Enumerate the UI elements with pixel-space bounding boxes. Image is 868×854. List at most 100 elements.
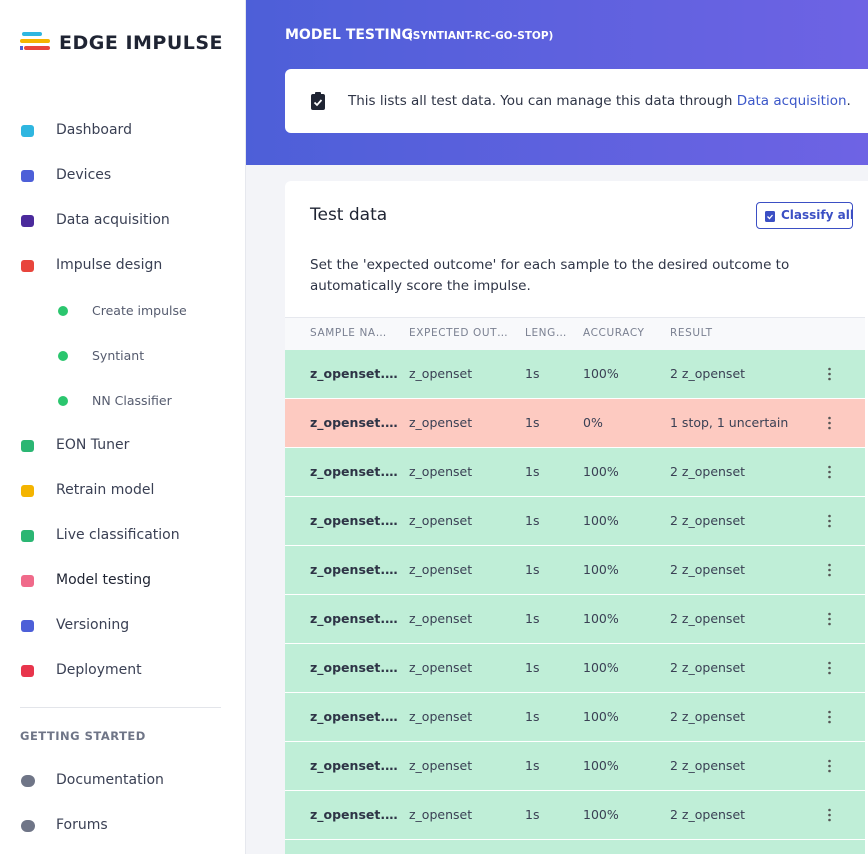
nav-item[interactable]: EON Tuner <box>56 437 130 453</box>
table-cell: 100% <box>583 366 619 381</box>
row-menu[interactable] <box>828 807 831 822</box>
table-cell: z_openset.… <box>310 464 398 479</box>
notice: This lists all test data. You can manage… <box>348 93 851 109</box>
table-row <box>285 399 865 447</box>
main: MODEL TESTING (SYNTIANT-RC-GO-STOP) This… <box>246 0 868 854</box>
table-cell: z_openset.… <box>310 366 398 381</box>
nav-item[interactable]: Dashboard <box>56 122 132 138</box>
column-header[interactable]: LENG… <box>525 327 567 339</box>
column-header[interactable]: EXPECTED OUT… <box>409 327 509 339</box>
menu-dots <box>828 710 831 724</box>
column-header[interactable]: RESULT <box>670 327 713 339</box>
table-cell: 100% <box>583 464 619 479</box>
row-menu[interactable] <box>828 366 831 381</box>
nav-item[interactable]: Live classification <box>56 527 180 543</box>
status-dot <box>58 396 68 406</box>
status-dot <box>58 351 68 361</box>
nav-item[interactable]: Model testing <box>56 572 152 588</box>
nav-link[interactable]: Forums <box>56 817 108 833</box>
table-cell: z_openset.… <box>310 611 398 626</box>
table-cell: z_openset <box>409 709 473 724</box>
table-cell: z_openset.… <box>310 758 398 773</box>
classify-button[interactable]: Classify all <box>756 202 854 229</box>
table-cell: 1s <box>525 709 540 724</box>
nav-subitem[interactable]: Create impulse <box>92 303 187 318</box>
table-cell: 1s <box>525 807 540 822</box>
row-menu[interactable] <box>828 464 831 479</box>
table-row <box>285 448 865 496</box>
nav-icon <box>21 620 34 632</box>
table-cell: z_openset <box>409 758 473 773</box>
sidebar: EDGE IMPULSE GETTING STARTED Dashboard De… <box>0 0 246 854</box>
table-cell: z_openset <box>409 415 473 430</box>
logo-icon <box>20 32 50 50</box>
table-cell: 1 stop, 1 uncertain <box>670 415 789 430</box>
nav-item[interactable]: Deployment <box>56 662 142 678</box>
table-cell: 100% <box>583 660 619 675</box>
menu-dots <box>828 661 831 675</box>
nav-icon <box>21 125 34 137</box>
column-header[interactable]: ACCURACY <box>583 327 645 339</box>
link-icon <box>21 820 35 832</box>
table-cell: 100% <box>583 611 619 626</box>
nav-icon <box>21 575 34 587</box>
table-cell: z_openset.… <box>310 660 398 675</box>
table-cell: z_openset.… <box>310 709 398 724</box>
nav-item[interactable]: Impulse design <box>56 257 163 273</box>
project-name: (SYNTIANT-RC-GO-STOP) <box>408 30 554 42</box>
row-menu[interactable] <box>828 758 831 773</box>
table-cell: z_openset <box>409 660 473 675</box>
table-row <box>285 595 865 643</box>
nav-item[interactable]: Data acquisition <box>56 212 170 228</box>
menu-dots <box>828 612 831 626</box>
row-menu[interactable] <box>828 513 831 528</box>
table-cell: 2 z_openset <box>670 562 746 577</box>
nav-subitem[interactable]: Syntiant <box>92 348 145 363</box>
notice-end: . <box>846 93 851 109</box>
table-cell: 2 z_openset <box>670 758 746 773</box>
nav-icon <box>21 260 34 272</box>
table-cell: z_openset <box>409 464 473 479</box>
menu-dots <box>828 416 831 430</box>
table-cell: z_openset.… <box>310 562 398 577</box>
nav-icon <box>21 665 34 677</box>
menu-dots <box>828 759 831 773</box>
notice-card <box>285 69 868 133</box>
link-icon <box>21 775 35 787</box>
notice-link[interactable]: Data acquisition <box>736 93 847 109</box>
table-cell: z_openset <box>409 807 473 822</box>
column-header[interactable]: SAMPLE NA… <box>310 327 387 339</box>
table-cell: 100% <box>583 562 619 577</box>
row-menu[interactable] <box>828 415 831 430</box>
table-cell: z_openset.… <box>310 415 398 430</box>
table-cell: 1s <box>525 366 540 381</box>
table-row <box>285 546 865 594</box>
row-menu[interactable] <box>828 660 831 675</box>
nav-link[interactable]: Documentation <box>56 772 164 788</box>
nav-subitem[interactable]: NN Classifier <box>92 393 172 408</box>
nav-icon <box>21 440 34 452</box>
nav-item[interactable]: Devices <box>56 167 112 183</box>
table-cell: z_openset <box>409 366 473 381</box>
page-title: MODEL TESTING <box>285 27 413 43</box>
section-title: GETTING STARTED <box>20 729 146 743</box>
menu-dots <box>828 465 831 479</box>
notice-text: This lists all test data. You can manage… <box>348 93 737 109</box>
nav-icon <box>21 530 34 542</box>
nav-item[interactable]: Versioning <box>56 617 130 633</box>
row-partial <box>285 840 865 854</box>
table-row <box>285 350 865 398</box>
row-menu[interactable] <box>828 709 831 724</box>
divider <box>20 707 221 708</box>
table-cell: 1s <box>525 464 540 479</box>
row-menu[interactable] <box>828 611 831 626</box>
nav-icon <box>21 215 34 227</box>
row-menu[interactable] <box>828 562 831 577</box>
table-cell: 100% <box>583 513 619 528</box>
table-row <box>285 791 865 839</box>
table-cell: z_openset <box>409 611 473 626</box>
nav-item[interactable]: Retrain model <box>56 482 155 498</box>
table-cell: 1s <box>525 660 540 675</box>
table-cell: 1s <box>525 415 540 430</box>
